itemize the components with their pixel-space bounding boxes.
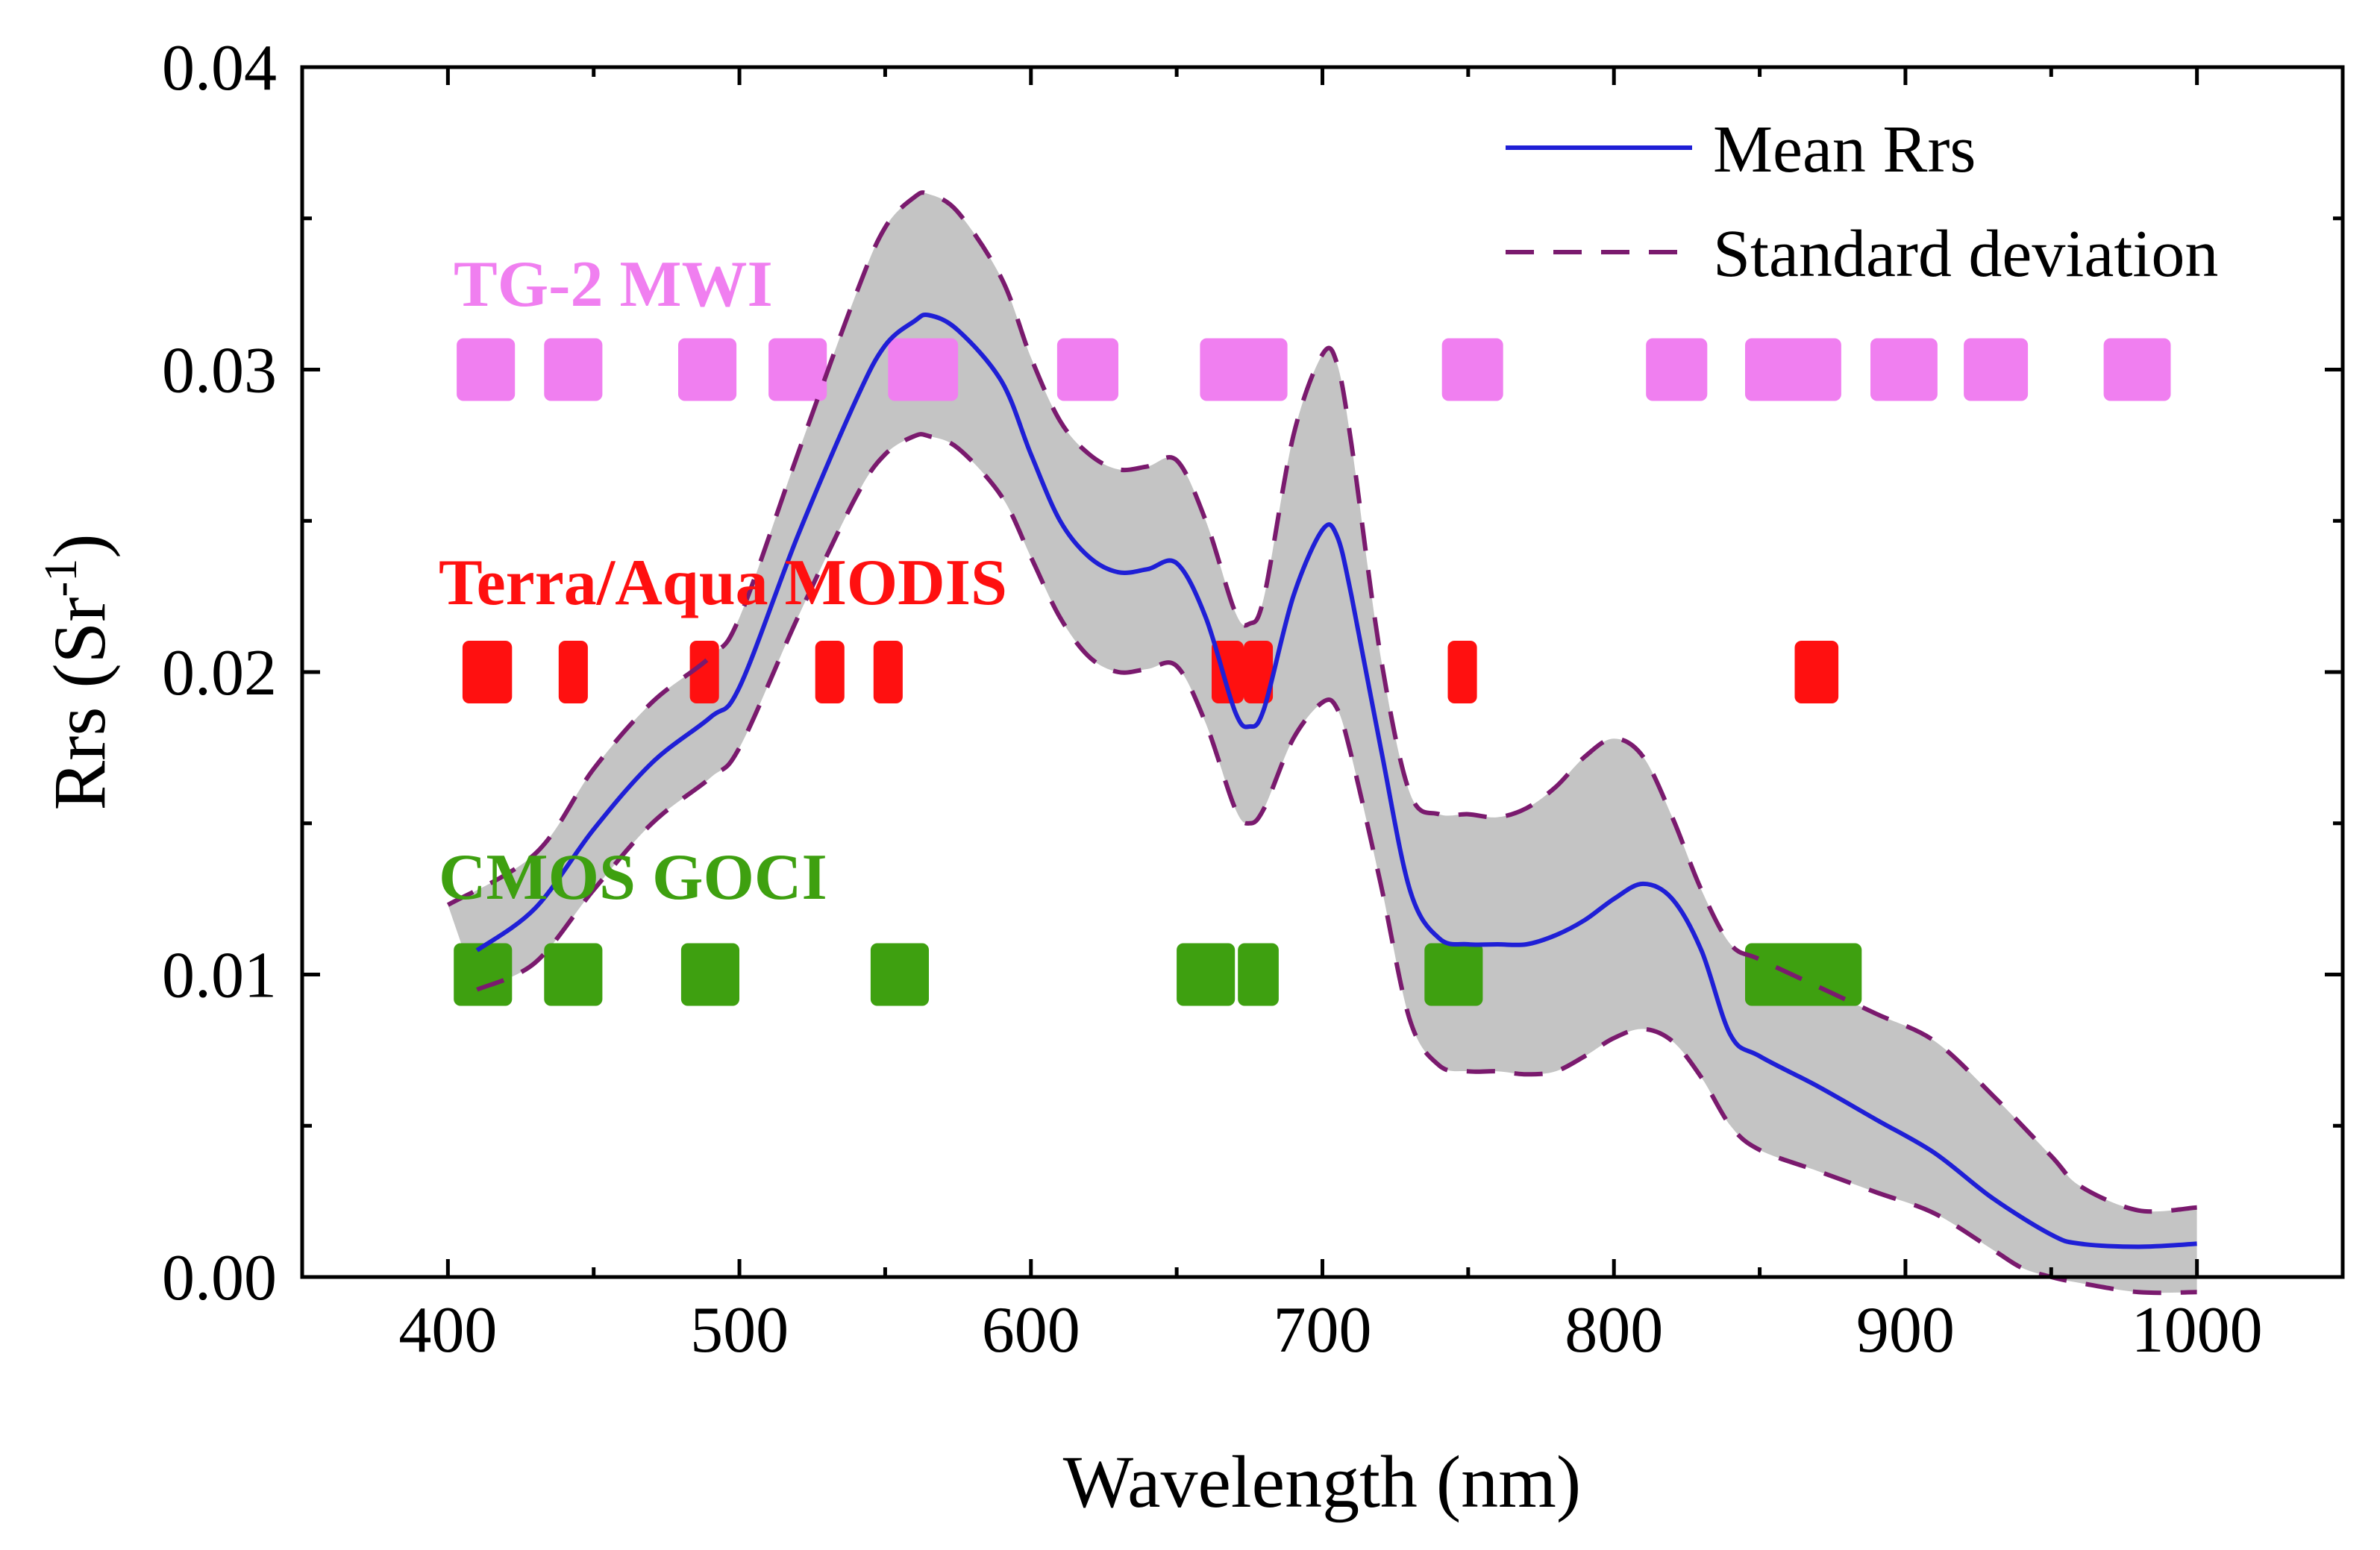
sensor-band-1-4 — [873, 641, 903, 703]
sensor-band-1-7 — [1447, 641, 1477, 703]
sensor-bands-layer — [454, 338, 2171, 1006]
sensor-band-0-2 — [678, 338, 737, 401]
sensor-band-2-3 — [870, 943, 929, 1006]
sensor-band-0-8 — [1646, 338, 1708, 401]
sensor-band-0-10 — [1870, 338, 1938, 401]
sensor-band-1-1 — [558, 641, 588, 703]
sensor-band-1-8 — [1794, 641, 1839, 703]
x-tick-label-700: 700 — [1274, 1294, 1372, 1367]
sensor-band-2-0 — [454, 943, 513, 1006]
upper-std-line — [446, 190, 2197, 1214]
legend: Mean Rrs Standard deviation — [1506, 113, 2218, 291]
sensor-band-2-7 — [1745, 943, 1862, 1006]
y-axis-label: Rrs (Sr-1) — [36, 533, 121, 810]
x-tick-label-400: 400 — [398, 1294, 497, 1367]
sensor-band-2-5 — [1238, 943, 1279, 1006]
y-tick-label-3: 0.03 — [162, 335, 277, 407]
x-tick-label-900: 900 — [1856, 1294, 1955, 1367]
legend-std-label: Standard deviation — [1713, 217, 2218, 291]
sensor-band-1-6 — [1244, 641, 1274, 703]
y-axis-label-main: Rrs (Sr — [38, 597, 121, 810]
series-lines-layer — [446, 190, 2197, 1296]
sensor-band-2-2 — [680, 943, 739, 1006]
sensor-label-modis: Terra/Aqua MODIS — [439, 547, 1007, 619]
sensor-band-1-0 — [462, 641, 513, 703]
sensor-band-0-9 — [1745, 338, 1841, 401]
y-tick-label-1: 0.01 — [162, 940, 277, 1012]
std-band-layer — [448, 192, 2197, 1293]
axis-layer: 400 500 600 700 800 900 1000 0.00 0.01 0.02 0.03 0.… — [162, 32, 2343, 1367]
x-axis-label: Wavelength (nm) — [1063, 1440, 1581, 1523]
x-tick-label-1000: 1000 — [2132, 1294, 2263, 1367]
sensor-band-0-12 — [2103, 338, 2171, 401]
sensor-band-2-6 — [1424, 943, 1483, 1006]
sensor-band-0-1 — [544, 338, 603, 401]
sensor-band-0-0 — [457, 338, 516, 401]
legend-mean-label: Mean Rrs — [1713, 113, 1976, 186]
sensor-band-2-1 — [544, 943, 603, 1006]
sensor-band-1-2 — [689, 641, 719, 703]
sensor-band-0-4 — [888, 338, 959, 401]
x-tick-label-500: 500 — [690, 1294, 789, 1367]
sensor-band-1-3 — [815, 641, 845, 703]
x-tick-label-600: 600 — [982, 1294, 1080, 1367]
sensor-band-0-6 — [1200, 338, 1288, 401]
sensor-band-0-7 — [1441, 338, 1503, 401]
sensor-band-0-3 — [768, 338, 827, 401]
y-axis-label-close: ) — [38, 533, 121, 558]
y-tick-label-4: 0.04 — [162, 32, 277, 104]
sensor-band-2-4 — [1177, 943, 1236, 1006]
sensor-band-0-5 — [1056, 338, 1118, 401]
x-tick-label-800: 800 — [1565, 1294, 1663, 1367]
y-tick-label-0: 0.00 — [162, 1242, 277, 1314]
sensor-band-0-11 — [1964, 338, 2029, 401]
sensor-label-tg2: TG-2 MWI — [454, 248, 773, 321]
mean-rrs-line — [475, 312, 2197, 1249]
std-envelope-area — [448, 192, 2197, 1293]
sensor-label-goci: CMOS GOCI — [439, 841, 827, 914]
lower-std-line — [476, 432, 2197, 1296]
y-tick-label-2: 0.02 — [162, 637, 277, 709]
y-axis-label-sup: -1 — [36, 559, 87, 597]
